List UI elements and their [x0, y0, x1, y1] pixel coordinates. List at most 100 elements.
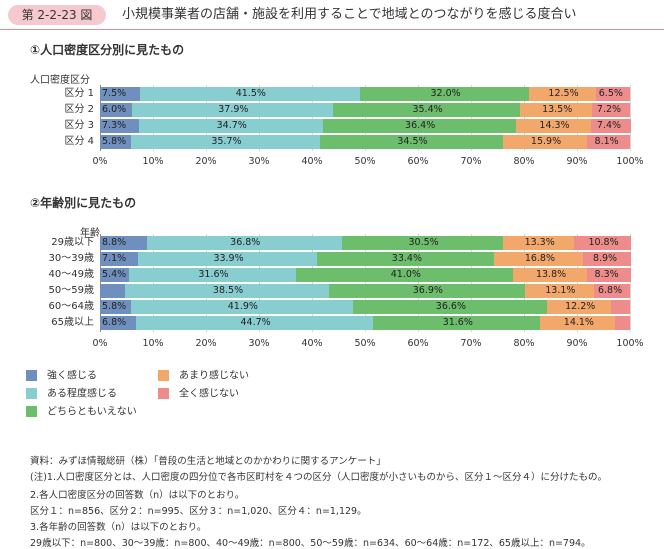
chart2-data-label: 30.5% — [408, 237, 439, 248]
chart2-bar-segment — [100, 236, 147, 250]
figure-title: 小規模事業者の店舗・施設を利用することで地域とのつながりを感じる度合い — [122, 7, 577, 22]
chart2-bar-segment — [317, 252, 495, 266]
chart2-bar-segment — [124, 284, 329, 298]
chart1-gridline — [100, 85, 101, 151]
chart2-category-label: 40～49歳 — [48, 269, 94, 280]
chart2-tick-label: 70% — [460, 338, 482, 349]
legend-item: どちらともいえない — [26, 406, 137, 419]
chart2-bar-segment — [100, 316, 137, 330]
chart2-bar-segment — [296, 268, 514, 282]
chart2-bar-segment — [593, 284, 630, 298]
legend-swatch — [26, 388, 37, 399]
chart1-data-label: 35.4% — [412, 104, 443, 115]
chart1-category-label: 区分 2 — [64, 104, 94, 115]
chart2-bar-segment — [540, 316, 616, 330]
chart1-tick-label: 60% — [407, 156, 429, 167]
chart1-bar-segment — [332, 103, 521, 117]
chart1-bar-segment — [322, 119, 516, 133]
chart2-bar-segment — [352, 300, 547, 314]
chart2-bar-segment — [128, 268, 297, 282]
chart2-data-label: 13.8% — [535, 269, 567, 280]
chart2-data-label: 41.9% — [227, 301, 258, 312]
chart1-data-label: 12.5% — [548, 88, 579, 99]
chart2-bar-segment — [137, 252, 318, 266]
legend-swatch — [158, 388, 169, 399]
chart1-gridline — [577, 85, 578, 151]
chart1-tick-label: 30% — [248, 156, 270, 167]
chart1-bar-segment — [529, 87, 596, 101]
legend-label: 強く感じる — [47, 370, 97, 382]
chart2-data-label: 12.2% — [565, 301, 596, 312]
legend-item: 強く感じる — [26, 370, 97, 383]
chart2-data-label: 13.3% — [524, 237, 555, 248]
chart1-data-label: 6.0% — [102, 104, 127, 115]
chart2-bar-segment — [503, 236, 574, 250]
chart2-data-label: 5.4% — [102, 269, 127, 280]
figure-number-badge: 第 2-2-23 図 — [8, 5, 106, 25]
chart1-bar-segment — [591, 119, 631, 133]
chart2-data-label: 8.9% — [592, 253, 618, 264]
chart2-bar-segment — [583, 252, 631, 266]
chart1-data-label: 15.9% — [530, 136, 562, 147]
note-line: 区分１：n=856、区分２：n=995、区分３：n=1,020、区分４：n=1,… — [30, 506, 367, 517]
chart2-tick-label: 80% — [513, 338, 535, 349]
chart2-data-label: 13.1% — [545, 285, 576, 296]
note-line: 資料：みずほ情報総研（株）「普段の生活と地域とのかかわりに関するアンケート」 — [30, 456, 386, 467]
chart1-data-label: 6.5% — [598, 88, 623, 99]
chart2-bar-segment — [130, 300, 353, 314]
chart1-data-label: 8.1% — [594, 136, 619, 147]
chart2-bar-segment — [546, 300, 612, 314]
chart1-bar-segment — [100, 119, 139, 133]
chart2-bar-segment — [341, 236, 504, 250]
chart1-data-label: 5.8% — [102, 136, 127, 147]
chart2-data-label: 33.9% — [213, 253, 244, 264]
chart2-bar-segment — [513, 268, 587, 282]
note-line: 29歳以下：n=800、30～39歳：n=800、40～49歳：n=800、50… — [30, 538, 591, 549]
chart2-gridline — [259, 234, 260, 332]
chart1-bar-segment — [502, 135, 588, 149]
chart1-data-label: 7.2% — [596, 104, 622, 115]
chart2-tick-label: 10% — [142, 338, 164, 349]
chart2-bar-segment — [100, 284, 125, 298]
chart2-gridline — [100, 234, 101, 332]
chart2-tick-label: 0% — [92, 338, 108, 349]
chart2-data-label: 33.4% — [391, 253, 422, 264]
chart2-category-label: 29歳以下 — [51, 237, 94, 248]
chart1-gridline — [365, 85, 366, 151]
chart2-data-label: 5.8% — [102, 301, 127, 312]
chart2-data-label: 8.8% — [102, 237, 127, 248]
chart2-category-label: 30～39歳 — [48, 253, 94, 264]
chart1-gridline — [259, 85, 260, 151]
chart2-tick-label: 30% — [248, 338, 270, 349]
chart1-tick-label: 20% — [195, 156, 217, 167]
chart2-data-label: 16.8% — [524, 253, 556, 264]
chart1-bar-segment — [100, 87, 140, 101]
chart2-tick-label: 60% — [407, 338, 429, 349]
chart1-data-label: 37.9% — [218, 104, 249, 115]
chart1-tick-label: 90% — [566, 156, 588, 167]
chart2-bar-segment — [615, 316, 630, 330]
chart2-data-label: 14.1% — [563, 317, 594, 328]
chart2-gridline — [630, 234, 631, 332]
chart2-data-label: 38.5% — [212, 285, 244, 296]
chart2-data-label: 44.7% — [240, 317, 271, 328]
chart2-gridline — [418, 234, 419, 332]
legend-swatch — [26, 370, 37, 381]
chart1-tick-label: 50% — [354, 156, 376, 167]
chart1-gridline — [630, 85, 631, 151]
chart1-tick-label: 40% — [301, 156, 323, 167]
chart1-category-label: 区分 4 — [64, 136, 94, 147]
header-divider — [0, 29, 664, 30]
note-line: 2.各人口密度区分の回答数（n）は以下のとおり。 — [30, 490, 245, 501]
chart2-bar-segment — [100, 252, 138, 266]
chart1-data-label: 7.5% — [102, 88, 127, 99]
chart1-bar-segment — [139, 87, 360, 101]
legend-label: どちらともいえない — [47, 406, 137, 418]
chart2-bar-segment — [100, 300, 131, 314]
chart2-data-label: 6.8% — [102, 317, 127, 328]
chart1-gridline — [312, 85, 313, 151]
chart1-bar-segment — [131, 103, 333, 117]
chart2-bar-segment — [372, 316, 541, 330]
chart1-title: ①人口密度区分別に見たもの — [30, 43, 185, 57]
legend-swatch — [158, 370, 169, 381]
